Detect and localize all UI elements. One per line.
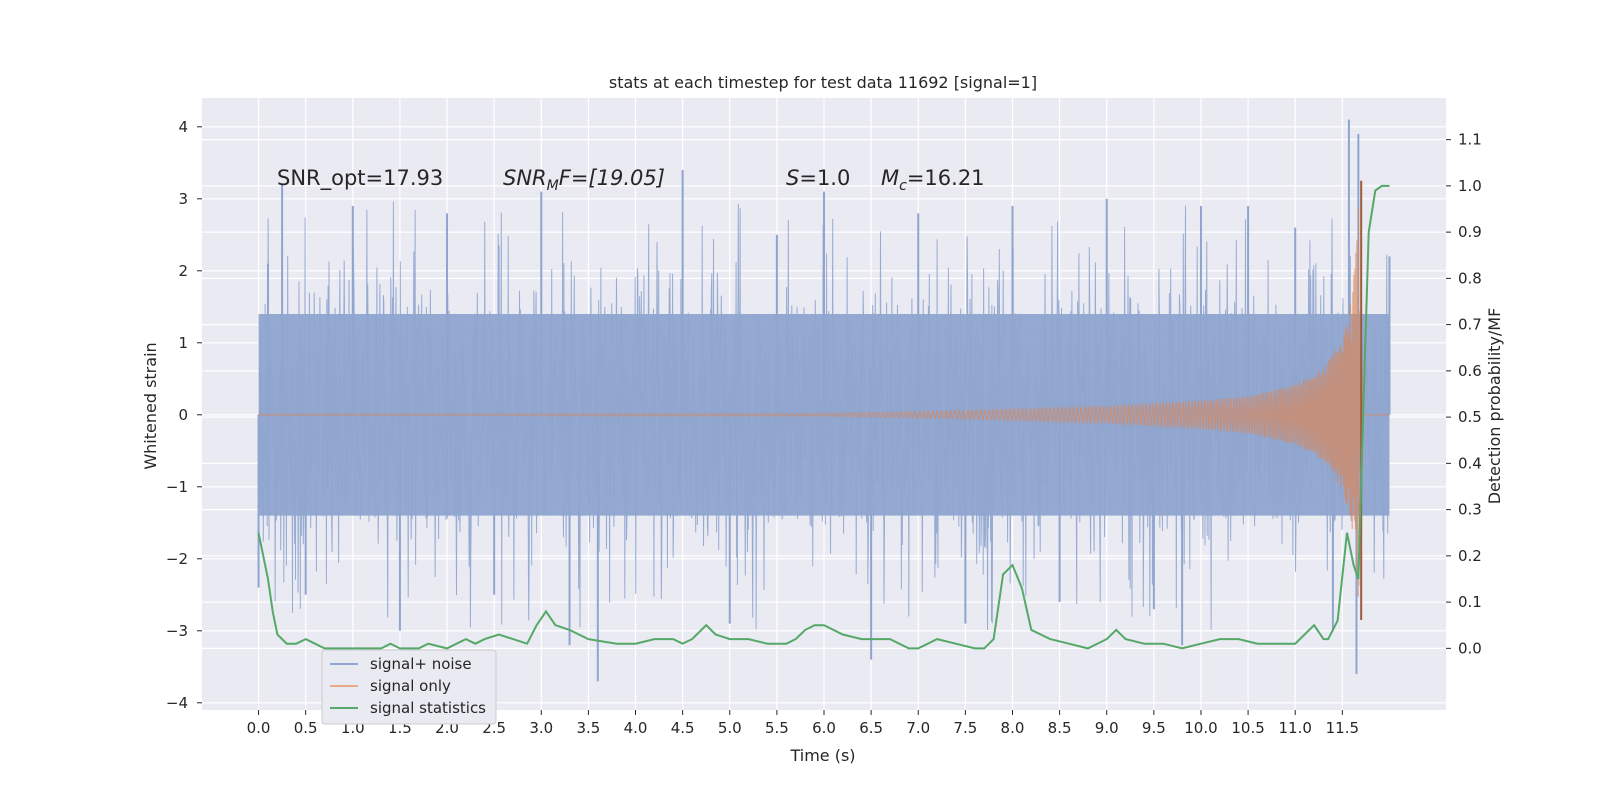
- y-tick-label: 1: [178, 334, 188, 352]
- chart-title: stats at each timestep for test data 116…: [609, 73, 1037, 92]
- signal-statistics-line: [257, 184, 1390, 650]
- y2-tick-label: 0.0: [1458, 639, 1482, 657]
- y2-ticks: 1.1 1.0 0.9 0.8 0.7 0.6 0.5 0.4 0.3 0.2 0.1 0.0: [1446, 131, 1482, 657]
- y-tick-label: −2: [166, 550, 188, 568]
- y2-tick-label: 0.6: [1458, 362, 1482, 380]
- y2-tick-label: 0.1: [1458, 593, 1482, 611]
- x-tick-label: 6.5: [859, 719, 883, 737]
- y2-tick-label: 1.0: [1458, 177, 1482, 195]
- annotation-snr-opt: SNR_opt=17.93: [277, 166, 443, 191]
- annotation-s-var: S: [786, 166, 799, 190]
- x-tick-label: 10.0: [1184, 719, 1217, 737]
- y-tick-label: −1: [166, 478, 188, 496]
- x-axis-label: Time (s): [789, 746, 855, 765]
- x-tick-label: 7.0: [906, 719, 930, 737]
- y2-tick-label: 0.4: [1458, 454, 1482, 472]
- y-tick-label: −4: [166, 694, 188, 712]
- annotation-s-val: =1.0: [799, 166, 850, 190]
- x-tick-label: 6.0: [812, 719, 836, 737]
- x-tick-label: 3.5: [576, 719, 600, 737]
- annotation-snr-mf-sub: M: [547, 178, 559, 194]
- annotation-mc-sub: c: [899, 178, 907, 194]
- y-tick-label: 4: [178, 118, 188, 136]
- x-tick-label: 5.0: [718, 719, 742, 737]
- series-signal-statistics: [257, 184, 1390, 650]
- y-tick-label: 0: [178, 406, 188, 424]
- x-tick-label: 11.5: [1326, 719, 1359, 737]
- x-tick-label: 3.0: [529, 719, 553, 737]
- x-tick-label: 0.0: [247, 719, 271, 737]
- y2-tick-label: 0.3: [1458, 501, 1482, 519]
- y2-axis-label: Detection probability/MF: [1485, 308, 1504, 505]
- y-ticks: 4 3 2 1 0 −1 −2 −3 −4: [166, 118, 202, 712]
- x-tick-label: 11.0: [1279, 719, 1312, 737]
- signal-only-trace: [258, 208, 1390, 597]
- legend-label-signal-noise: signal+ noise: [370, 655, 472, 673]
- y2-tick-label: 0.9: [1458, 223, 1482, 241]
- annotation-snr-mf-base: SNR: [503, 166, 547, 190]
- series-signal-only: [258, 180, 1390, 620]
- y2-tick-label: 0.5: [1458, 408, 1482, 426]
- annotation-mc-val: =16.21: [907, 166, 985, 190]
- x-tick-label: 8.0: [1001, 719, 1025, 737]
- y2-tick-label: 0.2: [1458, 547, 1482, 565]
- legend-label-signal-statistics: signal statistics: [370, 699, 486, 717]
- annotation-mc: Mc=16.21: [881, 166, 985, 194]
- annotation-snr-mf: SNRMF=[19.05]: [503, 166, 665, 194]
- y-axis-label: Whitened strain: [141, 342, 160, 469]
- legend-label-signal-only: signal only: [370, 677, 451, 695]
- annotation-snr-mf-f: F=[19.05]: [559, 166, 665, 190]
- legend-box: [321, 649, 497, 725]
- x-tick-label: 4.5: [671, 719, 695, 737]
- y2-tick-label: 0.8: [1458, 269, 1482, 287]
- x-tick-label: 4.0: [624, 719, 648, 737]
- x-ticks: 0.0 0.5 1.0 1.5 2.0 2.5 3.0 3.5 4.0 4.5 5.0 5.5 6.0 6…: [247, 710, 1359, 737]
- x-tick-label: 9.0: [1095, 719, 1119, 737]
- x-tick-label: 7.5: [953, 719, 977, 737]
- x-tick-label: 5.5: [765, 719, 789, 737]
- x-tick-label: 9.5: [1142, 719, 1166, 737]
- y2-tick-label: 1.1: [1458, 131, 1482, 149]
- x-tick-label: 0.5: [294, 719, 318, 737]
- y-tick-label: 3: [178, 190, 188, 208]
- y2-tick-label: 0.7: [1458, 316, 1482, 334]
- x-tick-label: 8.5: [1048, 719, 1072, 737]
- legend: signal+ noise signal only signal statist…: [321, 649, 497, 725]
- annotation-s: S=1.0: [786, 166, 850, 190]
- x-tick-label: 10.5: [1231, 719, 1264, 737]
- annotation-mc-var: M: [881, 166, 899, 190]
- y-tick-label: −3: [166, 622, 188, 640]
- y-tick-label: 2: [178, 262, 188, 280]
